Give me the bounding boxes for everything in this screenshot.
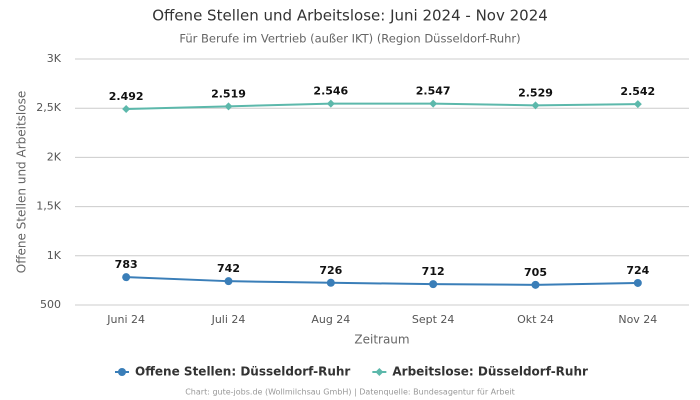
- data-point: [531, 280, 540, 289]
- y-tick-label: 500: [40, 298, 61, 311]
- x-tick-label: Sept 24: [412, 313, 455, 326]
- data-point: [429, 99, 438, 108]
- data-point: [531, 101, 540, 110]
- x-tick-label: Nov 24: [618, 313, 657, 326]
- y-tick-label: 2,5K: [36, 101, 61, 114]
- data-point: [224, 102, 233, 111]
- data-label: 705: [524, 266, 547, 279]
- legend-label: Offene Stellen: Düsseldorf-Ruhr: [135, 365, 350, 379]
- data-point: [326, 99, 335, 108]
- legend-marker: [118, 368, 126, 376]
- data-label: 726: [319, 264, 342, 277]
- data-point: [122, 273, 131, 282]
- data-label: 2.529: [518, 86, 553, 99]
- y-tick-label: 3K: [47, 52, 62, 65]
- source-note: Chart: gute-jobs.de (Wollmilchsau GmbH) …: [185, 388, 515, 397]
- x-tick-label: Juni 24: [106, 313, 145, 326]
- data-label: 712: [422, 265, 445, 278]
- y-tick-label: 1,5K: [36, 200, 61, 213]
- y-tick-label: 2K: [47, 150, 62, 163]
- data-label: 2.519: [211, 87, 246, 100]
- chart-title: Offene Stellen und Arbeitslose: Juni 202…: [152, 7, 548, 25]
- series-line: [126, 276, 638, 286]
- data-point: [633, 278, 642, 287]
- chart-subtitle: Für Berufe im Vertrieb (außer IKT) (Regi…: [179, 32, 520, 46]
- data-label: 2.542: [620, 85, 655, 98]
- data-point: [326, 278, 335, 287]
- data-point: [429, 280, 438, 289]
- x-tick-label: Okt 24: [517, 313, 554, 326]
- y-axis-label: Offene Stellen und Arbeitslose: [15, 91, 29, 273]
- data-label: 724: [626, 264, 649, 277]
- data-label: 783: [115, 258, 138, 271]
- series-line: [126, 102, 638, 110]
- data-label: 742: [217, 262, 240, 275]
- data-point: [633, 100, 642, 109]
- legend-label: Arbeitslose: Düsseldorf-Ruhr: [392, 365, 588, 379]
- data-label: 2.546: [313, 85, 348, 98]
- y-tick-label: 1K: [47, 249, 62, 262]
- x-tick-label: Juli 24: [211, 313, 246, 326]
- legend-marker: [375, 368, 384, 376]
- x-axis-label: Zeitraum: [354, 333, 409, 347]
- data-point: [224, 277, 233, 286]
- data-label: 2.547: [416, 85, 451, 98]
- data-point: [122, 104, 131, 113]
- data-label: 2.492: [109, 90, 144, 103]
- x-tick-label: Aug 24: [311, 313, 350, 326]
